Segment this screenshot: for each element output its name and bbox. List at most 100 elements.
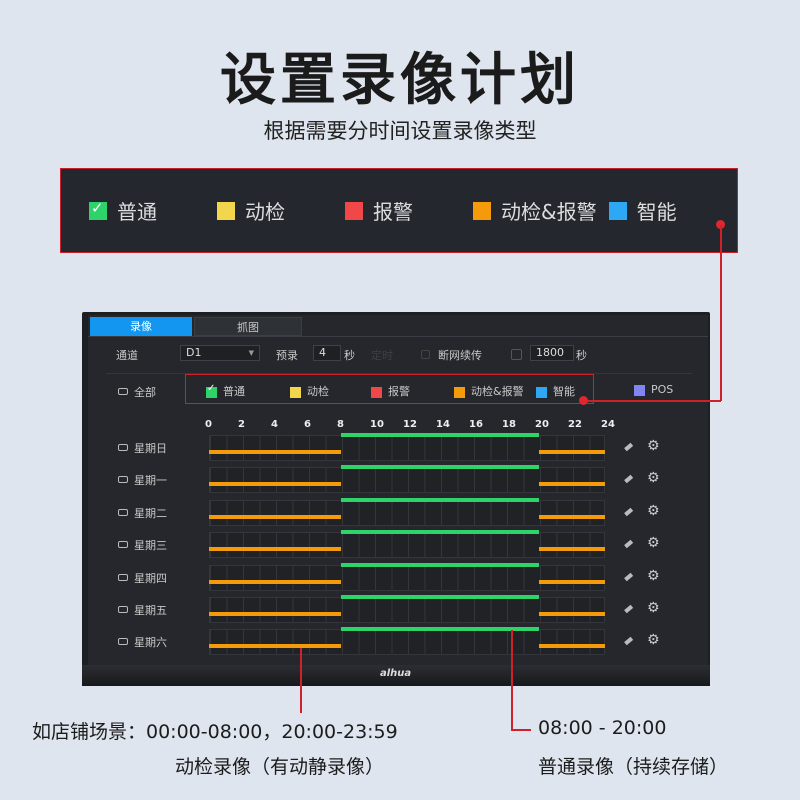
schedule-bar[interactable] [209, 514, 341, 519]
all-label: 全部 [134, 386, 156, 399]
day-checkbox[interactable] [118, 638, 128, 646]
seconds-label: 秒 [344, 349, 355, 362]
day-checkbox[interactable] [118, 541, 128, 549]
gear-icon[interactable]: ⚙ [647, 535, 660, 552]
day-row: 星期三 ▬ ⚙ [88, 530, 708, 560]
hour-tick-label: 4 [271, 419, 278, 430]
schedule-bar[interactable] [341, 433, 539, 437]
timeline-grid[interactable] [209, 532, 605, 559]
record-schedule-screen: 录像 抓图 通道 D1 ▼ 预录 4 秒 定时 断网续传 1800 秒 全部 ✓ 普… [88, 315, 708, 665]
record-type-filter[interactable]: POS [634, 383, 673, 396]
day-checkbox[interactable] [118, 508, 128, 516]
schedule-bar[interactable] [341, 530, 539, 535]
gear-icon[interactable]: ⚙ [647, 470, 660, 487]
type-swatch: ✓ [206, 383, 217, 398]
schedule-bar[interactable] [341, 627, 539, 632]
disabled-checkbox[interactable] [421, 350, 430, 359]
timeline-grid[interactable] [209, 467, 605, 494]
day-checkbox[interactable] [118, 573, 128, 581]
gear-icon[interactable]: ⚙ [647, 600, 660, 616]
eraser-icon[interactable]: ▬ [620, 600, 637, 617]
day-checkbox[interactable] [118, 606, 128, 613]
schedule-bar[interactable] [209, 612, 341, 616]
schedule-bar[interactable] [209, 579, 341, 584]
record-type-filter[interactable]: ✓ 普通 [206, 383, 245, 399]
chevron-down-icon: ▼ [248, 349, 254, 357]
day-label: 星期二 [134, 506, 167, 520]
day-row: 星期六 ▬ ⚙ [88, 627, 708, 657]
day-row: 星期一 ▬ ⚙ [88, 465, 708, 495]
eraser-icon[interactable]: ▬ [620, 502, 637, 520]
eraser-icon[interactable]: ▬ [620, 567, 637, 585]
schedule-bar[interactable] [209, 450, 341, 454]
day-row: 星期五 ▬ ⚙ [88, 595, 708, 625]
type-label: 报警 [388, 385, 410, 398]
monitor-bezel [82, 665, 710, 686]
legend-item: ✓ 普通 [89, 196, 157, 225]
timeline-grid[interactable] [209, 499, 605, 526]
record-type-filters: ✓ 普通 动检 报警 动检&报警 智能 POS [88, 383, 708, 399]
channel-select[interactable]: D1 ▼ [180, 345, 260, 361]
timeline-grid[interactable] [209, 564, 605, 591]
schedule-bar[interactable] [341, 595, 539, 599]
day-label: 星期一 [134, 474, 167, 488]
schedule-bar[interactable] [341, 562, 539, 567]
gear-icon[interactable]: ⚙ [647, 502, 660, 519]
gear-icon[interactable]: ⚙ [647, 438, 660, 454]
hour-tick-label: 18 [502, 419, 516, 430]
day-row: 星期四 ▬ ⚙ [88, 562, 708, 593]
day-label: 星期五 [134, 604, 167, 617]
all-checkbox[interactable] [118, 388, 128, 395]
day-row: 星期日 ▬ ⚙ [88, 433, 708, 463]
tab-snapshot[interactable]: 抓图 [194, 317, 302, 336]
type-label: 普通 [223, 385, 245, 398]
resume-input[interactable]: 1800 [530, 345, 574, 361]
day-label: 星期六 [134, 636, 167, 650]
timeline-grid[interactable] [209, 597, 605, 623]
eraser-icon[interactable]: ▬ [620, 470, 637, 488]
callout-line [511, 729, 531, 731]
schedule-bar[interactable] [209, 482, 341, 487]
schedule-bar[interactable] [539, 612, 605, 616]
day-label: 星期日 [134, 442, 167, 455]
schedule-bar[interactable] [539, 644, 605, 649]
eraser-icon[interactable]: ▬ [620, 632, 637, 650]
gear-icon[interactable]: ⚙ [647, 632, 660, 649]
eraser-icon[interactable]: ▬ [620, 535, 637, 553]
hour-tick-label: 0 [205, 419, 212, 430]
schedule-bar[interactable] [539, 579, 605, 584]
day-checkbox[interactable] [118, 444, 128, 451]
schedule-bar[interactable] [539, 547, 605, 552]
hour-tick-label: 22 [568, 419, 582, 430]
legend-item: 动检 [217, 196, 285, 225]
record-type-filter[interactable]: 动检 [290, 383, 329, 399]
prerecord-input[interactable]: 4 [313, 345, 341, 361]
type-swatch [536, 386, 547, 398]
gear-icon[interactable]: ⚙ [647, 567, 660, 584]
timeline-grid[interactable] [209, 629, 605, 656]
day-checkbox[interactable] [118, 476, 128, 484]
tab-record[interactable]: 录像 [90, 317, 192, 336]
schedule-bar[interactable] [341, 465, 539, 470]
brand-logo: alhua [380, 668, 412, 679]
schedule-bar[interactable] [209, 644, 341, 649]
seconds-label: 秒 [576, 349, 587, 362]
page-subtitle: 根据需要分时间设置录像类型 [263, 119, 537, 143]
callout-line [300, 648, 302, 713]
schedule-bar[interactable] [341, 497, 539, 502]
record-type-filter[interactable]: 智能 [536, 383, 575, 399]
eraser-icon[interactable]: ▬ [620, 438, 637, 455]
type-swatch [290, 386, 301, 398]
record-type-filter[interactable]: 报警 [371, 383, 410, 399]
type-swatch [454, 386, 465, 398]
day-label: 星期三 [134, 539, 167, 553]
legend-label: 报警 [373, 200, 413, 224]
schedule-bar[interactable] [209, 547, 341, 552]
schedule-bar[interactable] [539, 482, 605, 487]
timeline-grid[interactable] [209, 435, 605, 461]
resume-checkbox[interactable] [511, 349, 522, 360]
schedule-bar[interactable] [539, 514, 605, 519]
record-type-filter[interactable]: 动检&报警 [454, 383, 524, 399]
disabled-label: 定时 [371, 349, 393, 362]
schedule-bar[interactable] [539, 450, 605, 454]
